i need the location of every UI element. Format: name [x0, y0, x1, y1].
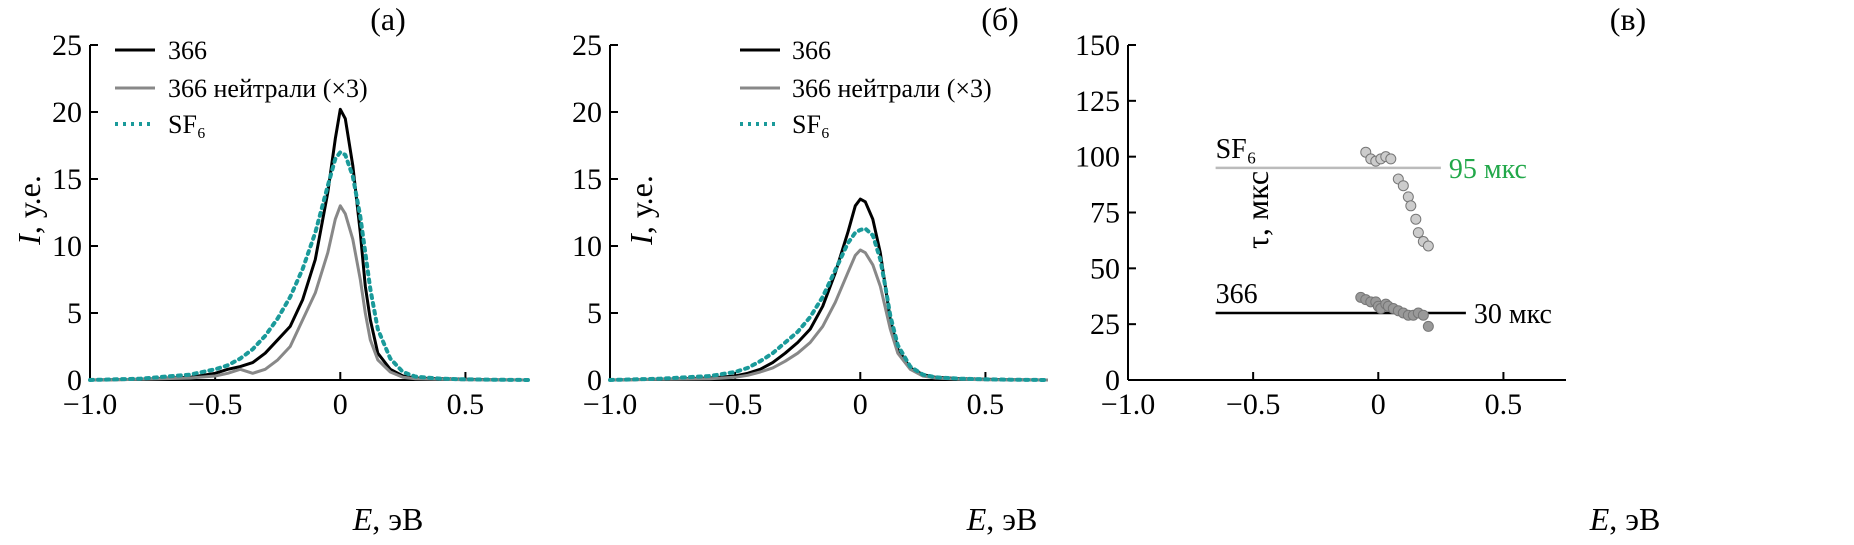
- panel-b-x-label: E, эВ: [966, 501, 1038, 537]
- scatter-point-0: [1412, 227, 1424, 239]
- panel-b: (б) 0 5 10 15 20 25 −1.0 −0.5 0 0.5 E, эВ I, у.е.…: [572, 1, 1050, 537]
- y-tick-label: 20: [52, 96, 82, 129]
- legend-sf6-label: SF₆: [792, 110, 830, 139]
- scatter-point-0: [1402, 191, 1414, 203]
- y-tick-label: 15: [572, 163, 602, 196]
- x-tick-label: 0: [1371, 388, 1386, 421]
- y-tick-label: 25: [52, 29, 82, 62]
- x-tick-label: −0.5: [1226, 388, 1280, 421]
- series-line-1: [609, 248, 1049, 382]
- x-tick-label: 0.5: [967, 388, 1005, 421]
- series-line-2: [608, 226, 1050, 382]
- legend-366-label: 366: [168, 36, 207, 65]
- panel-b-y-label: I, у.е.: [623, 175, 659, 246]
- y-tick-label: 25: [572, 29, 602, 62]
- panel-c-plot-area: 0 25 50 75 100 125 150 −1.0 −0.5 0 0.5 SF₆ 95 мкс 366…: [1075, 29, 1566, 421]
- x-tick-label: −0.5: [188, 388, 242, 421]
- y-tick-label: 5: [587, 297, 602, 330]
- panel-a-plot-area: 0 5 10 15 20 25 −1.0 −0.5 0 0.5: [52, 29, 530, 421]
- scatter-point-0: [1405, 200, 1417, 212]
- series-line-1: [89, 204, 529, 382]
- y-tick-label: 10: [572, 230, 602, 263]
- hline-name-label: SF₆: [1216, 134, 1257, 165]
- scatter-point-1: [1422, 320, 1434, 332]
- x-tick-label: 0.5: [1485, 388, 1523, 421]
- scatter-point-1: [1417, 309, 1429, 321]
- panel-a-x-label: E, эВ: [352, 501, 424, 537]
- legend-366-neutral-label: 366 нейтрали (×3): [792, 74, 992, 103]
- series-line-0: [609, 197, 1049, 382]
- y-tick-label: 15: [52, 163, 82, 196]
- y-tick-label: 100: [1075, 141, 1120, 174]
- x-tick-label: 0: [853, 388, 868, 421]
- hline-value-label: 30 мкс: [1474, 299, 1552, 330]
- panel-b-plot-area: 0 5 10 15 20 25 −1.0 −0.5 0 0.5: [572, 29, 1050, 421]
- hline-value-label: 95 мкс: [1449, 154, 1527, 185]
- y-tick-label: 0: [1105, 364, 1120, 397]
- panel-c-x-label: E, эВ: [1589, 501, 1661, 537]
- y-tick-label: 0: [67, 364, 82, 397]
- y-tick-label: 5: [67, 297, 82, 330]
- series-line-2: [88, 150, 530, 382]
- panel-c-y-label: τ, мкс: [1239, 171, 1275, 249]
- y-tick-label: 25: [1090, 308, 1120, 341]
- panel-b-legend: 366 366 нейтрали (×3) SF₆: [740, 36, 992, 139]
- x-tick-label: −0.5: [708, 388, 762, 421]
- legend-366-label: 366: [792, 36, 831, 65]
- x-tick-label: −1.0: [1101, 388, 1155, 421]
- y-tick-label: 75: [1090, 197, 1120, 230]
- scatter-point-0: [1385, 153, 1397, 165]
- y-tick-label: 10: [52, 230, 82, 263]
- panel-c-title: (в): [1610, 1, 1646, 37]
- y-tick-label: 50: [1090, 252, 1120, 285]
- y-tick-label: 150: [1075, 29, 1120, 62]
- hline-name-label: 366: [1216, 279, 1258, 310]
- x-tick-label: 0.5: [447, 388, 485, 421]
- panel-a-title: (а): [370, 1, 406, 37]
- scatter-point-0: [1410, 213, 1422, 225]
- x-tick-label: −1.0: [63, 388, 117, 421]
- x-tick-label: 0: [333, 388, 348, 421]
- panel-b-title: (б): [981, 1, 1019, 37]
- y-tick-label: 0: [587, 364, 602, 397]
- y-tick-label: 125: [1075, 85, 1120, 118]
- scatter-point-0: [1422, 240, 1434, 252]
- legend-366-neutral-label: 366 нейтрали (×3): [168, 74, 368, 103]
- y-tick-label: 20: [572, 96, 602, 129]
- x-tick-label: −1.0: [583, 388, 637, 421]
- legend-sf6-label: SF₆: [168, 110, 206, 139]
- scatter-point-0: [1397, 180, 1409, 192]
- panel-a-legend: 366 366 нейтрали (×3) SF₆: [115, 36, 368, 139]
- panel-a: (а) 0 5 10 15 20 25 −1.0 −0.5 0 0.5 E, эВ I, у.е.…: [11, 1, 530, 537]
- panel-c: (в) 0 25 50 75 100 125 150 −1.0 −0.5 0 0.5 SF₆ 95 мк…: [1075, 1, 1660, 537]
- panel-a-y-label: I, у.е.: [11, 175, 47, 246]
